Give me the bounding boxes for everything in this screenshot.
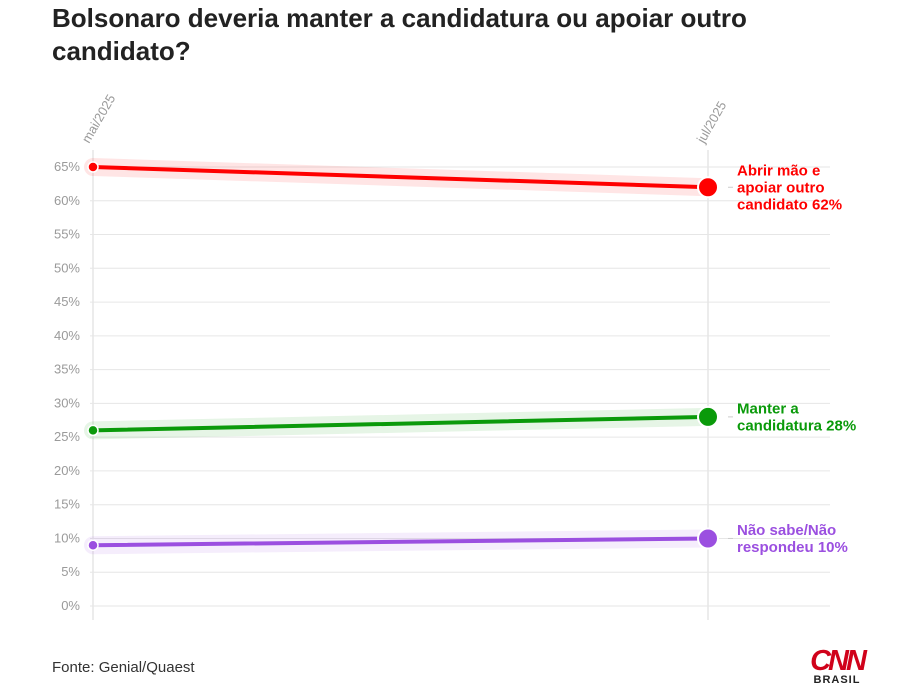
y-tick-label: 50% bbox=[54, 260, 80, 275]
y-tick-label: 40% bbox=[54, 328, 80, 343]
series-label: Manter a candidatura 28% bbox=[737, 400, 856, 434]
y-tick-label: 15% bbox=[54, 497, 80, 512]
y-tick-label: 35% bbox=[54, 362, 80, 377]
series-label: Não sabe/Não respondeu 10% bbox=[737, 522, 848, 556]
series-line bbox=[91, 414, 710, 433]
y-tick-label: 30% bbox=[54, 395, 80, 410]
chart-title: Bolsonaro deveria manter a candidatura o… bbox=[52, 3, 747, 66]
logo-subtext: BRASIL bbox=[813, 674, 861, 686]
series-label-line: apoiar outro bbox=[737, 179, 825, 196]
y-tick-label: 10% bbox=[54, 530, 80, 545]
x-tick-label: jul/2025 bbox=[693, 99, 729, 147]
y-tick-label: 25% bbox=[54, 429, 80, 444]
y-axis-ticks: 0% 5% 10% 15% 20% 25% 30% 35% 40% 45% 50% 55% 60% 65% bbox=[54, 159, 80, 613]
series-label-line: Manter a bbox=[737, 400, 799, 417]
series-label-line: Abrir mão e bbox=[737, 162, 820, 179]
series-label: Abrir mão e apoiar outro candidato 62% bbox=[737, 162, 842, 213]
series-point bbox=[87, 424, 99, 437]
y-tick-label: 20% bbox=[54, 463, 80, 478]
series-endpoint bbox=[697, 527, 719, 550]
series-label-line: Não sabe/Não bbox=[737, 522, 836, 539]
y-tick-label: 60% bbox=[54, 193, 80, 208]
y-tick-label: 65% bbox=[54, 159, 80, 174]
source-note: Fonte: Genial/Quaest bbox=[52, 659, 195, 676]
series-label-line: respondeu 10% bbox=[737, 539, 848, 556]
y-tick-label: 5% bbox=[61, 564, 80, 579]
x-tick-label: mai/2025 bbox=[79, 92, 119, 146]
series-line bbox=[91, 536, 710, 548]
logo-word: CNN bbox=[810, 645, 867, 677]
cnn-brasil-logo: CNN BRASIL bbox=[806, 646, 868, 688]
series-point bbox=[87, 161, 99, 173]
y-tick-label: 55% bbox=[54, 227, 80, 242]
series-label-line: candidato 62% bbox=[737, 196, 842, 213]
series-endpoint bbox=[697, 405, 719, 428]
series-line bbox=[91, 165, 710, 190]
series-label-line: candidatura 28% bbox=[737, 417, 856, 434]
series-labels: Abrir mão e apoiar outro candidato 62% Mant… bbox=[728, 162, 856, 556]
series-endpoint bbox=[697, 176, 719, 199]
series-point bbox=[87, 539, 99, 551]
y-tick-label: 45% bbox=[54, 294, 80, 309]
series-lines bbox=[84, 158, 719, 555]
grid-lines bbox=[90, 166, 830, 607]
y-tick-label: 0% bbox=[61, 598, 80, 613]
